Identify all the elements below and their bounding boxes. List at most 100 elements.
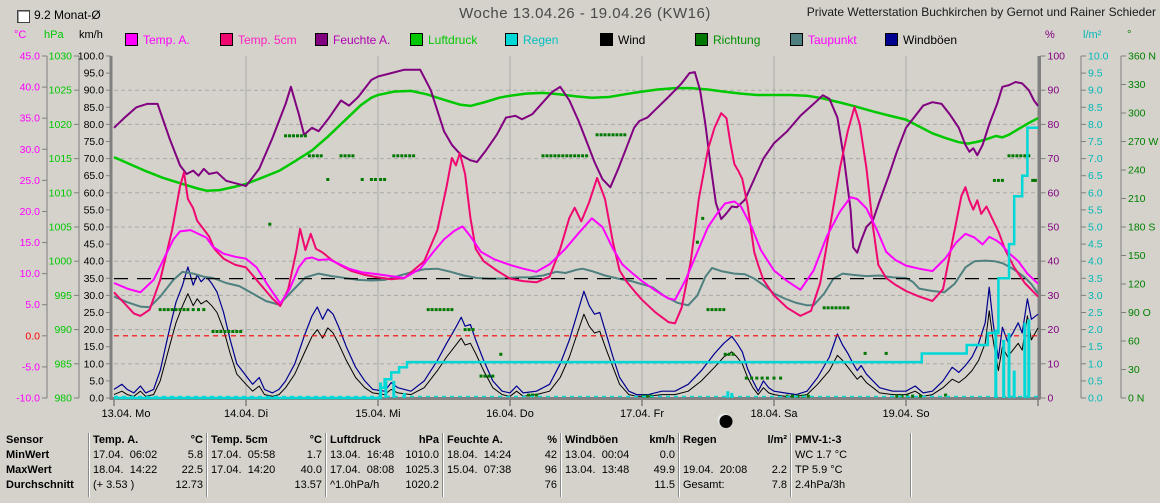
svg-text:10.0: 10.0 xyxy=(84,358,105,370)
series-temp_5cm xyxy=(113,106,1039,325)
table-separator xyxy=(560,433,562,497)
svg-text:10.0: 10.0 xyxy=(1088,51,1109,63)
weekly-weather-chart[interactable]: 45.0 40.0 35.0 30.0 25.0 20.0 15.0 10.0 5.0 0.0 -5… xyxy=(0,0,1160,430)
col-pmv-row1-label: WC 1.7 °C xyxy=(795,449,848,461)
legend-label-feuchte-a: Feuchte A. xyxy=(333,32,391,47)
svg-text:1.5: 1.5 xyxy=(1088,341,1103,353)
monthly-average-label: 9.2 Monat-Ø xyxy=(34,8,101,22)
page-title: Woche 13.04.26 - 19.04.26 (KW16) xyxy=(459,5,711,22)
col-feuchte-a-row1-value: 42 xyxy=(544,449,557,461)
axis-direction-deg: 360 N 330 300 270 W 240 210 180 S 150 120 90 O 60 3… xyxy=(1120,51,1158,405)
table-separator xyxy=(325,433,327,497)
col-unit-regen: l/m² xyxy=(767,434,787,446)
svg-text:-5.0: -5.0 xyxy=(22,361,40,373)
col-feuchte-a-row2-label: 15.04. 07:38 xyxy=(447,464,512,476)
legend-item-luftdruck[interactable]: Luftdruck xyxy=(410,31,477,47)
svg-text:5.5: 5.5 xyxy=(1088,204,1103,216)
row-header-sensor: Sensor xyxy=(6,434,44,446)
x-axis-day-label: 19.04. So xyxy=(882,408,929,420)
station-name: Private Wetterstation Buchkirchen by Ger… xyxy=(806,5,1156,19)
svg-text:3.0: 3.0 xyxy=(1088,290,1103,302)
axis-unit-direction-deg: ° xyxy=(1127,29,1132,41)
table-separator xyxy=(206,433,208,497)
col-temp-a-row2-label: 18.04. 14:22 xyxy=(93,464,158,476)
legend-item-temp-5cm[interactable]: Temp. 5cm xyxy=(220,31,297,47)
col-pmv-row3-label: 2.4hPa/3h xyxy=(795,479,846,491)
legend-label-wind: Wind xyxy=(618,32,646,47)
col-feuchte-a-row2-value: 96 xyxy=(544,464,557,476)
col-title-feuchte-a: Feuchte A. xyxy=(447,434,503,446)
legend-swatch-taupunkt xyxy=(790,33,803,47)
legend-item-richtung[interactable]: Richtung xyxy=(695,31,760,47)
svg-text:0.5: 0.5 xyxy=(1088,375,1103,387)
legend-swatch-regen xyxy=(505,33,518,47)
svg-text:360 N: 360 N xyxy=(1128,51,1156,63)
svg-text:6.0: 6.0 xyxy=(1088,187,1103,199)
table-separator xyxy=(442,433,444,497)
legend-swatch-temp-a xyxy=(125,33,138,47)
svg-text:985: 985 xyxy=(54,358,72,370)
legend-item-taupunkt[interactable]: Taupunkt xyxy=(790,31,857,47)
col-regen-row3-value: 7.8 xyxy=(771,479,787,491)
legend-item-regen[interactable]: Regen xyxy=(505,31,558,47)
svg-text:25.0: 25.0 xyxy=(84,307,105,319)
legend-item-temp-a[interactable]: Temp. A. xyxy=(125,31,190,47)
col-title-temp-a: Temp. A. xyxy=(93,434,139,446)
svg-text:90 O: 90 O xyxy=(1128,307,1151,319)
col-windboeen-row3-value: 11.5 xyxy=(654,479,675,491)
svg-text:980: 980 xyxy=(54,393,72,405)
x-axis-day-label: 14.04. Di xyxy=(224,408,268,420)
axis-unit-pressure-hpa: hPa xyxy=(44,29,64,41)
legend-swatch-windboeen xyxy=(885,33,898,47)
monthly-average-checkbox[interactable] xyxy=(17,10,30,23)
svg-text:70.0: 70.0 xyxy=(84,153,105,165)
col-temp-a-row3-value: 12.73 xyxy=(175,479,203,491)
col-regen-row2-label: 19.04. 20:08 xyxy=(683,464,748,476)
col-temp-5cm-row1-label: 17.04. 05:58 xyxy=(211,449,276,461)
table-separator xyxy=(88,433,90,497)
col-windboeen-row2-label: 13.04. 13:48 xyxy=(565,464,630,476)
svg-text:30.0: 30.0 xyxy=(84,290,105,302)
svg-text:330: 330 xyxy=(1128,79,1146,91)
x-axis-day-label: 17.04. Fr xyxy=(620,408,664,420)
series-feuchte_a xyxy=(113,68,1039,254)
legend-label-taupunkt: Taupunkt xyxy=(808,32,857,47)
svg-text:65.0: 65.0 xyxy=(84,170,105,182)
legend-item-feuchte-a[interactable]: Feuchte A. xyxy=(315,31,391,47)
svg-text:180 S: 180 S xyxy=(1128,222,1155,234)
svg-text:35.0: 35.0 xyxy=(20,113,41,125)
svg-text:1030: 1030 xyxy=(49,51,73,63)
series-taupunkt xyxy=(113,259,1039,309)
col-windboeen-row2-value: 49.9 xyxy=(653,464,675,476)
plot-frame-right xyxy=(1037,56,1041,398)
svg-text:20.0: 20.0 xyxy=(20,206,41,218)
series-windboeen xyxy=(113,266,1039,396)
table-separator xyxy=(678,433,680,497)
col-temp-a-row1-label: 17.04. 06:02 xyxy=(93,449,158,461)
axis-pressure-hpa: 1030 1025 1020 1015 1010 1005 1000 995 990 985 980 xyxy=(49,51,80,405)
legend-label-temp-a: Temp. A. xyxy=(143,32,190,47)
svg-text:1020: 1020 xyxy=(49,119,73,131)
svg-text:30: 30 xyxy=(1048,290,1060,302)
svg-text:60: 60 xyxy=(1128,336,1140,348)
svg-text:55.0: 55.0 xyxy=(84,204,105,216)
svg-text:8.0: 8.0 xyxy=(1088,119,1103,131)
svg-text:9.0: 9.0 xyxy=(1088,85,1103,97)
svg-text:80: 80 xyxy=(1048,119,1060,131)
col-feuchte-a-row1-label: 18.04. 14:24 xyxy=(447,449,512,461)
table-separator xyxy=(910,433,912,497)
svg-text:9.5: 9.5 xyxy=(1088,68,1103,80)
col-unit-windboeen: km/h xyxy=(649,434,675,446)
svg-text:2.5: 2.5 xyxy=(1088,307,1103,319)
series-regen_bars xyxy=(379,319,1031,398)
legend-item-wind[interactable]: Wind xyxy=(600,31,646,47)
svg-text:1.0: 1.0 xyxy=(1088,358,1103,370)
x-axis-day-label: 15.04. Mi xyxy=(355,408,400,420)
svg-text:5.0: 5.0 xyxy=(1088,222,1103,234)
svg-text:6.5: 6.5 xyxy=(1088,170,1103,182)
legend: Temp. A. Temp. 5cm Feuchte A. Luftdruck Rege… xyxy=(0,31,1160,47)
svg-text:40.0: 40.0 xyxy=(84,256,105,268)
legend-item-windboeen[interactable]: Windböen xyxy=(885,31,957,47)
svg-text:0: 0 xyxy=(1048,393,1054,405)
